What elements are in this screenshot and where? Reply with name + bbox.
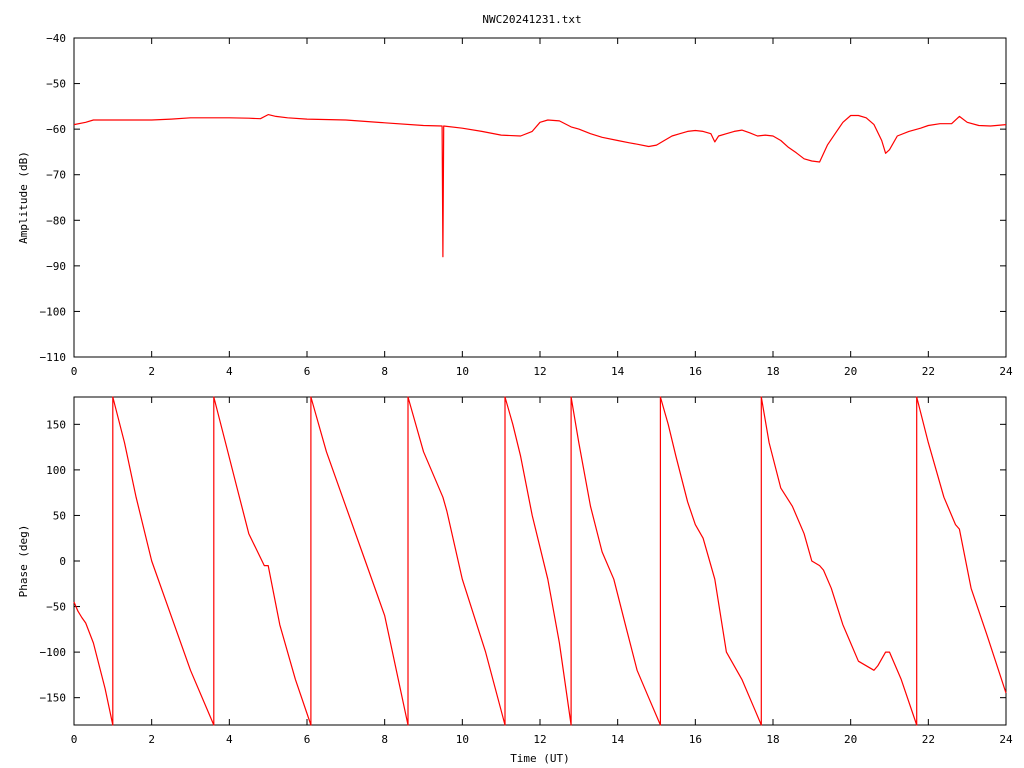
y-tick-label: 50 — [53, 509, 66, 522]
y-tick-label: −60 — [46, 123, 66, 136]
y-tick-label: 100 — [46, 464, 66, 477]
x-tick-label: 18 — [766, 365, 779, 378]
x-axis-label: Time (UT) — [510, 752, 570, 765]
x-tick-label: 8 — [381, 733, 388, 746]
y-tick-label: −90 — [46, 260, 66, 273]
amplitude-panel-trace — [73, 113, 1007, 258]
x-tick-label: 16 — [689, 733, 702, 746]
x-tick-label: 20 — [844, 733, 857, 746]
phase-panel-trace — [73, 396, 1007, 726]
y-tick-label: −110 — [40, 351, 67, 364]
x-tick-label: 18 — [766, 733, 779, 746]
y-tick-label: −100 — [40, 646, 67, 659]
x-tick-label: 0 — [71, 365, 78, 378]
y-tick-label: 150 — [46, 418, 66, 431]
x-tick-label: 12 — [533, 365, 546, 378]
y-tick-label: −70 — [46, 169, 66, 182]
y-tick-label: −100 — [40, 305, 67, 318]
x-tick-label: 22 — [922, 365, 935, 378]
x-tick-label: 8 — [381, 365, 388, 378]
x-tick-label: 22 — [922, 733, 935, 746]
y-tick-label: −80 — [46, 214, 66, 227]
x-tick-label: 6 — [304, 365, 311, 378]
y-tick-label: 0 — [59, 555, 66, 568]
x-tick-label: 6 — [304, 733, 311, 746]
x-tick-label: 10 — [456, 365, 469, 378]
plot-frame — [73, 37, 1007, 358]
x-tick-label: 20 — [844, 365, 857, 378]
x-tick-label: 24 — [999, 733, 1013, 746]
x-tick-label: 2 — [148, 733, 155, 746]
y-tick-label: −50 — [46, 78, 66, 91]
x-tick-label: 2 — [148, 365, 155, 378]
chart-title: NWC20241231.txt — [482, 13, 581, 26]
x-tick-label: 4 — [226, 365, 233, 378]
y-axis-label: Phase (deg) — [17, 525, 30, 598]
x-tick-label: 14 — [611, 733, 625, 746]
y-tick-label: −40 — [46, 32, 66, 45]
x-tick-label: 16 — [689, 365, 702, 378]
x-tick-label: 14 — [611, 365, 625, 378]
x-tick-label: 12 — [533, 733, 546, 746]
y-axis-label: Amplitude (dB) — [17, 151, 30, 244]
y-tick-label: −150 — [40, 692, 67, 705]
x-tick-label: 24 — [999, 365, 1013, 378]
y-tick-label: −50 — [46, 601, 66, 614]
x-tick-label: 4 — [226, 733, 233, 746]
x-tick-label: 0 — [71, 733, 78, 746]
x-tick-label: 10 — [456, 733, 469, 746]
